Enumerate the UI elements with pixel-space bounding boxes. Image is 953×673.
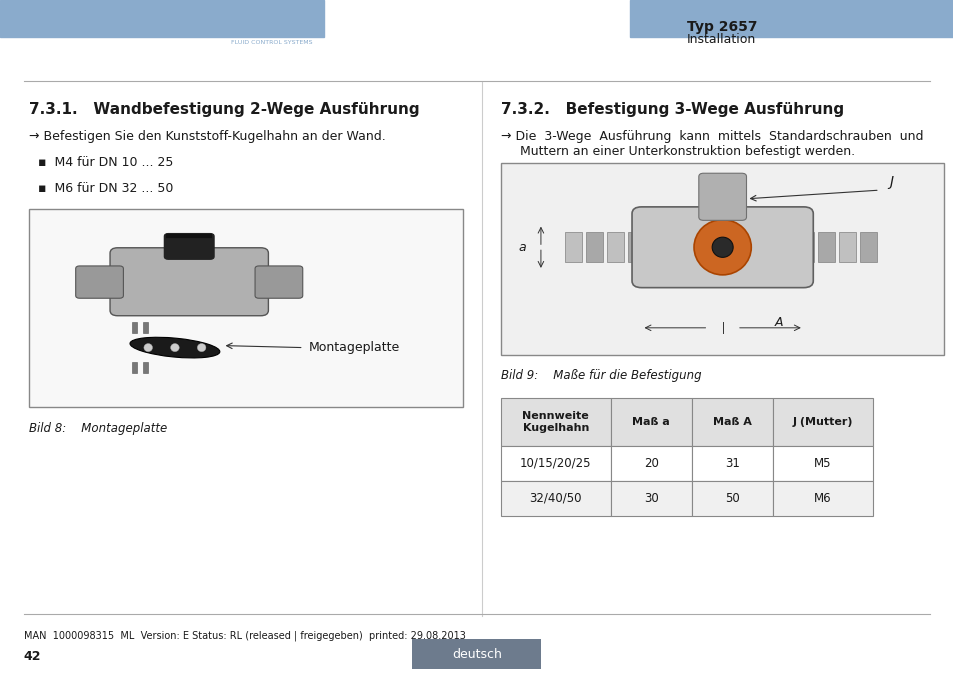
Bar bbox=[500, 163, 943, 355]
FancyBboxPatch shape bbox=[631, 207, 812, 287]
Text: Montageplatte: Montageplatte bbox=[308, 341, 399, 354]
Ellipse shape bbox=[130, 337, 219, 358]
FancyBboxPatch shape bbox=[698, 173, 746, 220]
Bar bbox=[628, 232, 645, 262]
Ellipse shape bbox=[171, 343, 179, 351]
Bar bbox=[143, 322, 148, 332]
Text: Nennweite
Kugelhahn: Nennweite Kugelhahn bbox=[522, 411, 588, 433]
Text: 31: 31 bbox=[724, 457, 739, 470]
Text: bürkert: bürkert bbox=[228, 20, 315, 40]
Text: 32/40/50: 32/40/50 bbox=[529, 492, 581, 505]
Text: J (Mutter): J (Mutter) bbox=[792, 417, 852, 427]
Bar bbox=[859, 232, 876, 262]
Text: 7.3.1.   Wandbefestigung 2-Wege Ausführung: 7.3.1. Wandbefestigung 2-Wege Ausführung bbox=[29, 102, 418, 117]
Text: Maß A: Maß A bbox=[712, 417, 751, 427]
Bar bbox=[500, 446, 610, 481]
Bar bbox=[629, 0, 953, 37]
Text: → Befestigen Sie den Kunststoff-Kugelhahn an der Wand.: → Befestigen Sie den Kunststoff-Kugelhah… bbox=[29, 130, 385, 143]
Bar bbox=[818, 232, 835, 262]
Bar bbox=[772, 446, 872, 481]
Bar bbox=[796, 232, 813, 262]
Bar bbox=[610, 481, 691, 516]
Bar bbox=[500, 398, 610, 446]
Bar bbox=[607, 232, 624, 262]
Text: 50: 50 bbox=[724, 492, 739, 505]
FancyBboxPatch shape bbox=[110, 248, 268, 316]
Text: 10/15/20/25: 10/15/20/25 bbox=[519, 457, 591, 470]
Bar bbox=[691, 398, 772, 446]
Bar bbox=[564, 232, 581, 262]
Text: Maß a: Maß a bbox=[632, 417, 669, 427]
Bar bbox=[839, 232, 856, 262]
FancyBboxPatch shape bbox=[254, 266, 302, 298]
Text: Installation: Installation bbox=[686, 32, 756, 46]
Bar bbox=[772, 398, 872, 446]
Text: J: J bbox=[888, 175, 892, 189]
Text: 42: 42 bbox=[24, 649, 41, 663]
Text: 7.3.2.   Befestigung 3-Wege Ausführung: 7.3.2. Befestigung 3-Wege Ausführung bbox=[500, 102, 843, 117]
Text: 20: 20 bbox=[643, 457, 658, 470]
Text: Bild 9:    Maße für die Befestigung: Bild 9: Maße für die Befestigung bbox=[500, 369, 700, 382]
Bar bbox=[610, 446, 691, 481]
Text: deutsch: deutsch bbox=[452, 647, 501, 661]
Text: ▪  M4 für DN 10 ... 25: ▪ M4 für DN 10 ... 25 bbox=[38, 156, 173, 169]
Bar bbox=[132, 322, 136, 332]
Bar bbox=[691, 446, 772, 481]
Text: FLUID CONTROL SYSTEMS: FLUID CONTROL SYSTEMS bbox=[231, 40, 313, 45]
Bar bbox=[0, 0, 324, 37]
Bar bbox=[500, 481, 610, 516]
Ellipse shape bbox=[197, 343, 206, 351]
Text: Typ 2657: Typ 2657 bbox=[686, 20, 757, 34]
Text: ▪  M6 für DN 32 ... 50: ▪ M6 für DN 32 ... 50 bbox=[38, 182, 173, 194]
Text: M6: M6 bbox=[813, 492, 831, 505]
Bar bbox=[585, 232, 602, 262]
FancyBboxPatch shape bbox=[75, 266, 123, 298]
Bar bbox=[29, 209, 462, 407]
Bar bbox=[412, 639, 540, 669]
Text: → Die  3-Wege  Ausführung  kann  mittels  Standardschrauben  und: → Die 3-Wege Ausführung kann mittels Sta… bbox=[500, 130, 923, 143]
Ellipse shape bbox=[693, 219, 751, 275]
Text: Muttern an einer Unterkonstruktion befestigt werden.: Muttern an einer Unterkonstruktion befes… bbox=[519, 145, 854, 158]
Text: Bild 8:    Montageplatte: Bild 8: Montageplatte bbox=[29, 422, 167, 435]
Bar bbox=[132, 362, 136, 373]
Ellipse shape bbox=[711, 237, 733, 257]
Text: A: A bbox=[774, 316, 782, 329]
Text: a: a bbox=[517, 241, 525, 254]
FancyBboxPatch shape bbox=[164, 234, 213, 259]
Bar bbox=[143, 362, 148, 373]
Text: MAN  1000098315  ML  Version: E Status: RL (released | freigegeben)  printed: 29: MAN 1000098315 ML Version: E Status: RL … bbox=[24, 631, 465, 641]
Bar bbox=[691, 481, 772, 516]
Text: M5: M5 bbox=[813, 457, 831, 470]
Bar bbox=[610, 398, 691, 446]
Bar bbox=[772, 481, 872, 516]
Text: 30: 30 bbox=[643, 492, 658, 505]
Ellipse shape bbox=[144, 343, 152, 351]
